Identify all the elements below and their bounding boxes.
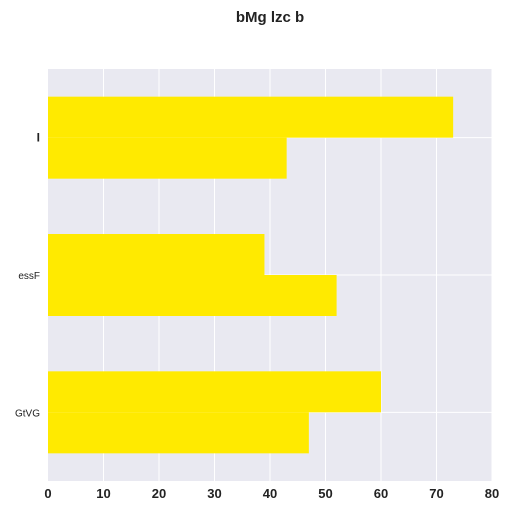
bar — [48, 275, 337, 316]
bar — [48, 412, 309, 453]
chart-title: bMg lzc b — [236, 9, 304, 26]
bar — [48, 138, 287, 179]
x-tick-label: 60 — [374, 486, 388, 501]
x-tick-label: 70 — [429, 486, 443, 501]
bar — [48, 371, 381, 412]
bar — [48, 234, 264, 275]
x-tick-label: 80 — [485, 486, 499, 501]
y-tick-label: GtVG — [15, 408, 40, 419]
x-tick-label: 50 — [318, 486, 332, 501]
x-tick-label: 40 — [263, 486, 277, 501]
x-tick-label: 10 — [96, 486, 110, 501]
y-tick-label: essF — [18, 271, 40, 282]
x-tick-label: 20 — [152, 486, 166, 501]
bar — [48, 97, 453, 138]
x-tick-label: 0 — [44, 486, 51, 501]
x-axis-ticks: 0 10 20 30 40 50 60 70 80 — [44, 486, 499, 501]
y-tick-label: I — [37, 131, 40, 145]
x-tick-label: 30 — [207, 486, 221, 501]
